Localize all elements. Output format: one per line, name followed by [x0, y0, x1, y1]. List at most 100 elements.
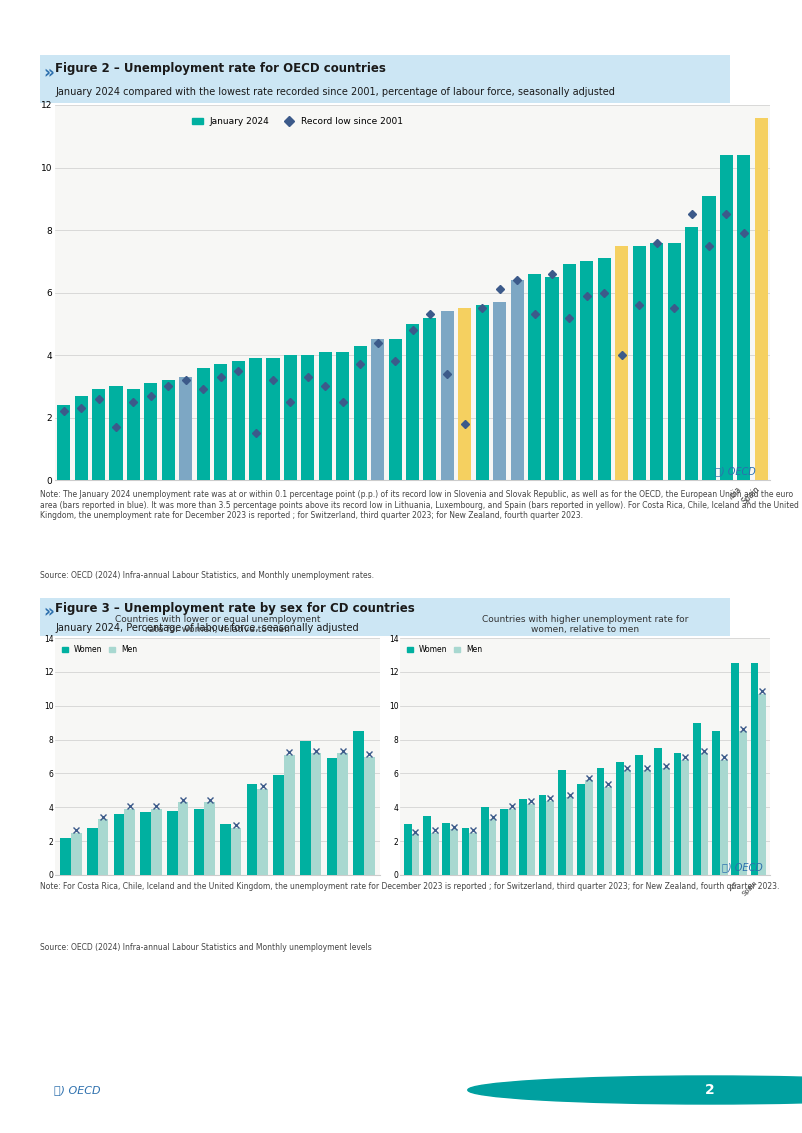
- Bar: [177, 802, 188, 875]
- Bar: [546, 801, 554, 875]
- Bar: [127, 390, 140, 480]
- Bar: [751, 664, 759, 875]
- Bar: [500, 809, 508, 875]
- Bar: [318, 352, 332, 480]
- Bar: [720, 155, 733, 480]
- Bar: [604, 787, 612, 875]
- Circle shape: [468, 1076, 802, 1104]
- Bar: [493, 301, 506, 480]
- Bar: [563, 264, 576, 480]
- Bar: [654, 748, 662, 875]
- Text: Source: OECD (2024) Infra-annual Labour Statistics, and Monthly unemployment rat: Source: OECD (2024) Infra-annual Labour …: [40, 571, 374, 580]
- Bar: [759, 693, 766, 875]
- Bar: [266, 358, 280, 480]
- Bar: [110, 386, 123, 480]
- Bar: [354, 346, 367, 480]
- Bar: [558, 770, 565, 875]
- Bar: [539, 795, 546, 875]
- Bar: [712, 731, 720, 875]
- Bar: [257, 789, 268, 875]
- Bar: [300, 741, 310, 875]
- Bar: [703, 196, 715, 480]
- Bar: [423, 816, 431, 875]
- Title: Countries with lower or equal unemployment
rate for women, relative to men: Countries with lower or equal unemployme…: [115, 615, 320, 634]
- Bar: [180, 377, 192, 480]
- Bar: [75, 395, 87, 480]
- Bar: [162, 380, 175, 480]
- Bar: [124, 809, 135, 875]
- Text: Source: OECD (2024) Infra-annual Labour Statistics and Monthly unemployment leve: Source: OECD (2024) Infra-annual Labour …: [40, 944, 372, 952]
- Bar: [249, 358, 262, 480]
- Bar: [336, 352, 350, 480]
- Bar: [577, 784, 585, 875]
- Text: 》) OECD: 》) OECD: [722, 862, 763, 872]
- Bar: [221, 824, 231, 875]
- Text: January 2024, Percentage of labour force, seasonally adjusted: January 2024, Percentage of labour force…: [55, 623, 358, 632]
- Bar: [167, 811, 177, 875]
- Bar: [232, 361, 245, 480]
- Bar: [643, 770, 650, 875]
- Bar: [481, 808, 488, 875]
- Bar: [71, 833, 82, 875]
- Text: 2: 2: [704, 1083, 714, 1097]
- Bar: [404, 824, 411, 875]
- Bar: [565, 798, 573, 875]
- Bar: [528, 274, 541, 480]
- Bar: [597, 768, 604, 875]
- Bar: [650, 242, 663, 480]
- Bar: [511, 280, 524, 480]
- Bar: [701, 753, 708, 875]
- Bar: [273, 775, 284, 875]
- Bar: [581, 262, 593, 480]
- Text: Figure 3 – Unemployment rate by sex for CD countries: Figure 3 – Unemployment rate by sex for …: [55, 602, 415, 615]
- Bar: [720, 760, 727, 875]
- Bar: [338, 753, 348, 875]
- Text: 》) OECD: 》) OECD: [54, 1085, 100, 1094]
- Legend: January 2024, Record low since 2001: January 2024, Record low since 2001: [188, 113, 407, 129]
- Bar: [114, 813, 124, 875]
- Title: Countries with higher unemployment rate for
women, relative to men: Countries with higher unemployment rate …: [482, 615, 688, 634]
- Bar: [755, 118, 768, 480]
- Bar: [450, 829, 458, 875]
- Text: Note: The January 2024 unemployment rate was at or within 0.1 percentage point (: Note: The January 2024 unemployment rate…: [40, 491, 799, 520]
- Bar: [667, 242, 681, 480]
- Bar: [371, 340, 384, 480]
- Bar: [151, 809, 161, 875]
- Bar: [615, 246, 628, 480]
- Bar: [284, 755, 295, 875]
- Legend: Women, Men: Women, Men: [59, 641, 140, 657]
- Bar: [87, 827, 98, 875]
- Bar: [140, 812, 151, 875]
- Bar: [739, 731, 747, 875]
- Bar: [247, 784, 257, 875]
- Bar: [469, 833, 477, 875]
- Bar: [98, 819, 108, 875]
- Bar: [623, 770, 631, 875]
- Bar: [411, 834, 419, 875]
- Bar: [508, 809, 516, 875]
- Text: January 2024 compared with the lowest rate recorded since 2001, percentage of la: January 2024 compared with the lowest ra…: [55, 87, 615, 97]
- Bar: [60, 837, 71, 875]
- Bar: [423, 317, 436, 480]
- Bar: [458, 308, 472, 480]
- Bar: [682, 760, 689, 875]
- Bar: [326, 758, 338, 875]
- Bar: [388, 340, 402, 480]
- Bar: [674, 753, 682, 875]
- Text: »: »: [43, 65, 55, 83]
- Bar: [144, 383, 157, 480]
- Bar: [662, 768, 670, 875]
- Text: Figure 2 – Unemployment rate for OECD countries: Figure 2 – Unemployment rate for OECD co…: [55, 62, 386, 75]
- Text: 》) OECD: 》) OECD: [715, 467, 755, 476]
- Bar: [193, 809, 205, 875]
- Bar: [585, 781, 593, 875]
- Bar: [635, 755, 643, 875]
- Bar: [431, 833, 439, 875]
- Bar: [731, 664, 739, 875]
- Bar: [406, 324, 419, 480]
- Text: »: »: [43, 604, 55, 621]
- Bar: [196, 367, 210, 480]
- Bar: [693, 723, 701, 875]
- Text: Note: For Costa Rica, Chile, Iceland and the United Kingdom, the unemployment ra: Note: For Costa Rica, Chile, Iceland and…: [40, 883, 780, 892]
- Bar: [364, 757, 375, 875]
